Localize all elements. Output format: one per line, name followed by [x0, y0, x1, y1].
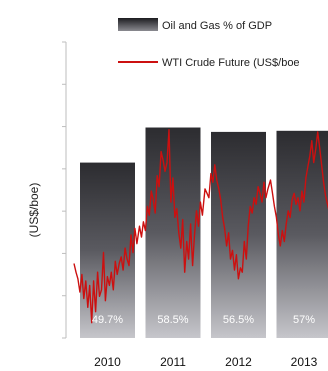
x-tick-2011: 2011	[160, 355, 186, 369]
bar-series	[80, 127, 328, 338]
bar-value-label-2013: 57%	[293, 314, 315, 326]
wti-price-line	[73, 129, 328, 324]
legend-label-line: WTI Crude Future (US$/boe	[162, 57, 300, 69]
x-tick-2013: 2013	[291, 355, 318, 369]
legend-swatch-bar	[118, 18, 158, 31]
bar-value-label-2011: 58.5%	[157, 314, 188, 326]
bar-value-label-2010: 49.7%	[92, 314, 123, 326]
bar-2012	[211, 131, 266, 338]
bar-value-label-2012: 56.5%	[223, 314, 254, 326]
y-axis	[62, 41, 67, 339]
bar-2011	[145, 127, 201, 338]
x-tick-labels: 2010 2011 2012 2013	[94, 355, 318, 369]
chart-legend: Oil and Gas % of GDP WTI Crude Future (U…	[118, 18, 300, 69]
bar-labels: 49.7% 58.5% 56.5% 57%	[92, 314, 315, 326]
legend-label-bar: Oil and Gas % of GDP	[162, 20, 272, 32]
bar-2013	[276, 130, 328, 338]
x-tick-2010: 2010	[94, 355, 121, 369]
x-tick-2012: 2012	[225, 355, 252, 369]
bar-2010	[80, 162, 135, 338]
line-series	[73, 129, 328, 324]
y-axis-label: (US$/boe)	[27, 183, 41, 238]
